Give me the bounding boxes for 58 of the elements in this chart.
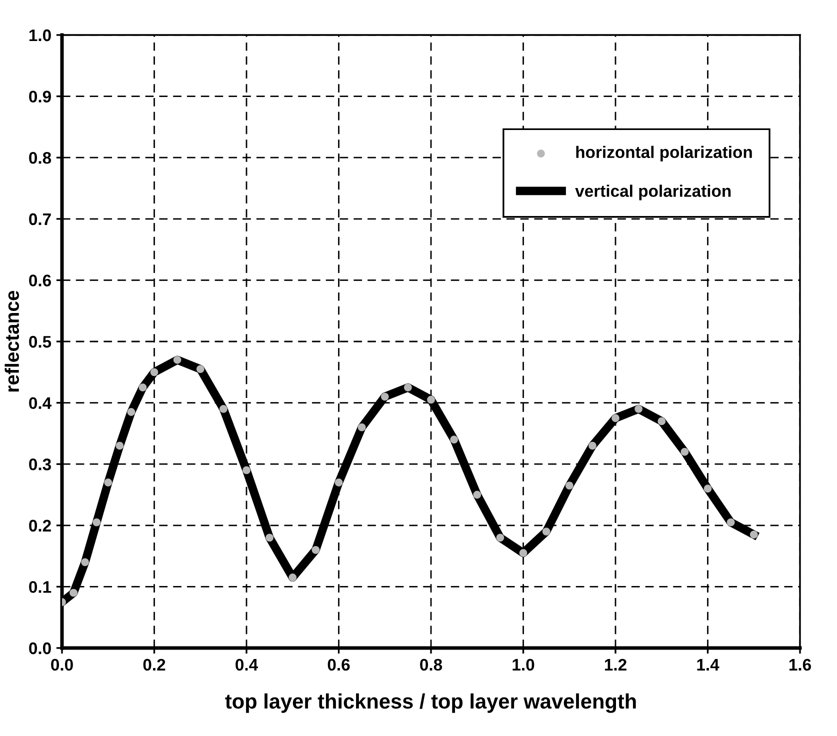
point bbox=[519, 549, 528, 557]
point bbox=[380, 392, 389, 401]
point bbox=[92, 518, 101, 526]
y-tick-label: 0.3 bbox=[29, 458, 51, 470]
x-tick-label: 0.8 bbox=[420, 658, 442, 671]
point bbox=[70, 588, 78, 597]
point bbox=[450, 436, 458, 444]
legend-label: horizontal polarization bbox=[576, 146, 752, 162]
y-tick-label: 1.0 bbox=[29, 29, 51, 42]
x-tick-label: 1.0 bbox=[512, 658, 534, 671]
y-tick-label: 0.9 bbox=[29, 90, 51, 103]
y-axis-title: reflectance bbox=[4, 290, 20, 392]
point bbox=[473, 490, 482, 499]
point bbox=[288, 574, 297, 582]
point bbox=[150, 368, 158, 376]
point bbox=[658, 417, 666, 426]
x-tick-label: 0.2 bbox=[143, 658, 166, 671]
point bbox=[750, 530, 758, 539]
x-tick-label: 1.4 bbox=[697, 659, 720, 670]
x-tick-label: 0.4 bbox=[236, 658, 258, 671]
y-tick-label: 0.4 bbox=[29, 397, 52, 410]
point bbox=[334, 478, 343, 486]
y-tick-label: 0.7 bbox=[29, 213, 51, 226]
point bbox=[726, 518, 735, 526]
x-tick-label: 1.6 bbox=[789, 658, 811, 671]
point bbox=[404, 384, 412, 392]
point bbox=[358, 423, 366, 432]
point bbox=[588, 442, 596, 450]
x-tick-label: 0.0 bbox=[51, 658, 73, 671]
point bbox=[242, 466, 250, 474]
x-tick-label: 0.6 bbox=[328, 658, 350, 671]
x-axis-title: top layer thickness / top layer wavelength bbox=[225, 693, 636, 713]
point bbox=[565, 482, 574, 490]
point bbox=[138, 384, 147, 392]
point bbox=[612, 414, 620, 422]
point bbox=[496, 534, 504, 542]
point bbox=[173, 356, 182, 364]
y-tick-label: 0.6 bbox=[29, 274, 51, 286]
point bbox=[634, 404, 643, 413]
point bbox=[266, 534, 274, 542]
y-tick-label: 0.2 bbox=[29, 520, 51, 532]
y-tick-label: 0.1 bbox=[29, 581, 52, 593]
point bbox=[104, 478, 112, 486]
point bbox=[427, 396, 435, 404]
point bbox=[312, 546, 320, 554]
y-tick-label: 0.8 bbox=[29, 152, 52, 164]
point bbox=[219, 404, 228, 413]
point bbox=[542, 528, 550, 536]
point bbox=[116, 442, 124, 450]
legend-label: vertical polarization bbox=[575, 184, 731, 200]
point bbox=[81, 558, 90, 566]
point bbox=[680, 448, 689, 456]
x-tick-label: 1.2 bbox=[604, 658, 626, 670]
point bbox=[127, 408, 136, 416]
y-tick-label: 0.5 bbox=[29, 336, 52, 348]
point bbox=[704, 484, 712, 493]
point bbox=[196, 365, 204, 374]
y-tick-label: 0.0 bbox=[29, 642, 51, 654]
